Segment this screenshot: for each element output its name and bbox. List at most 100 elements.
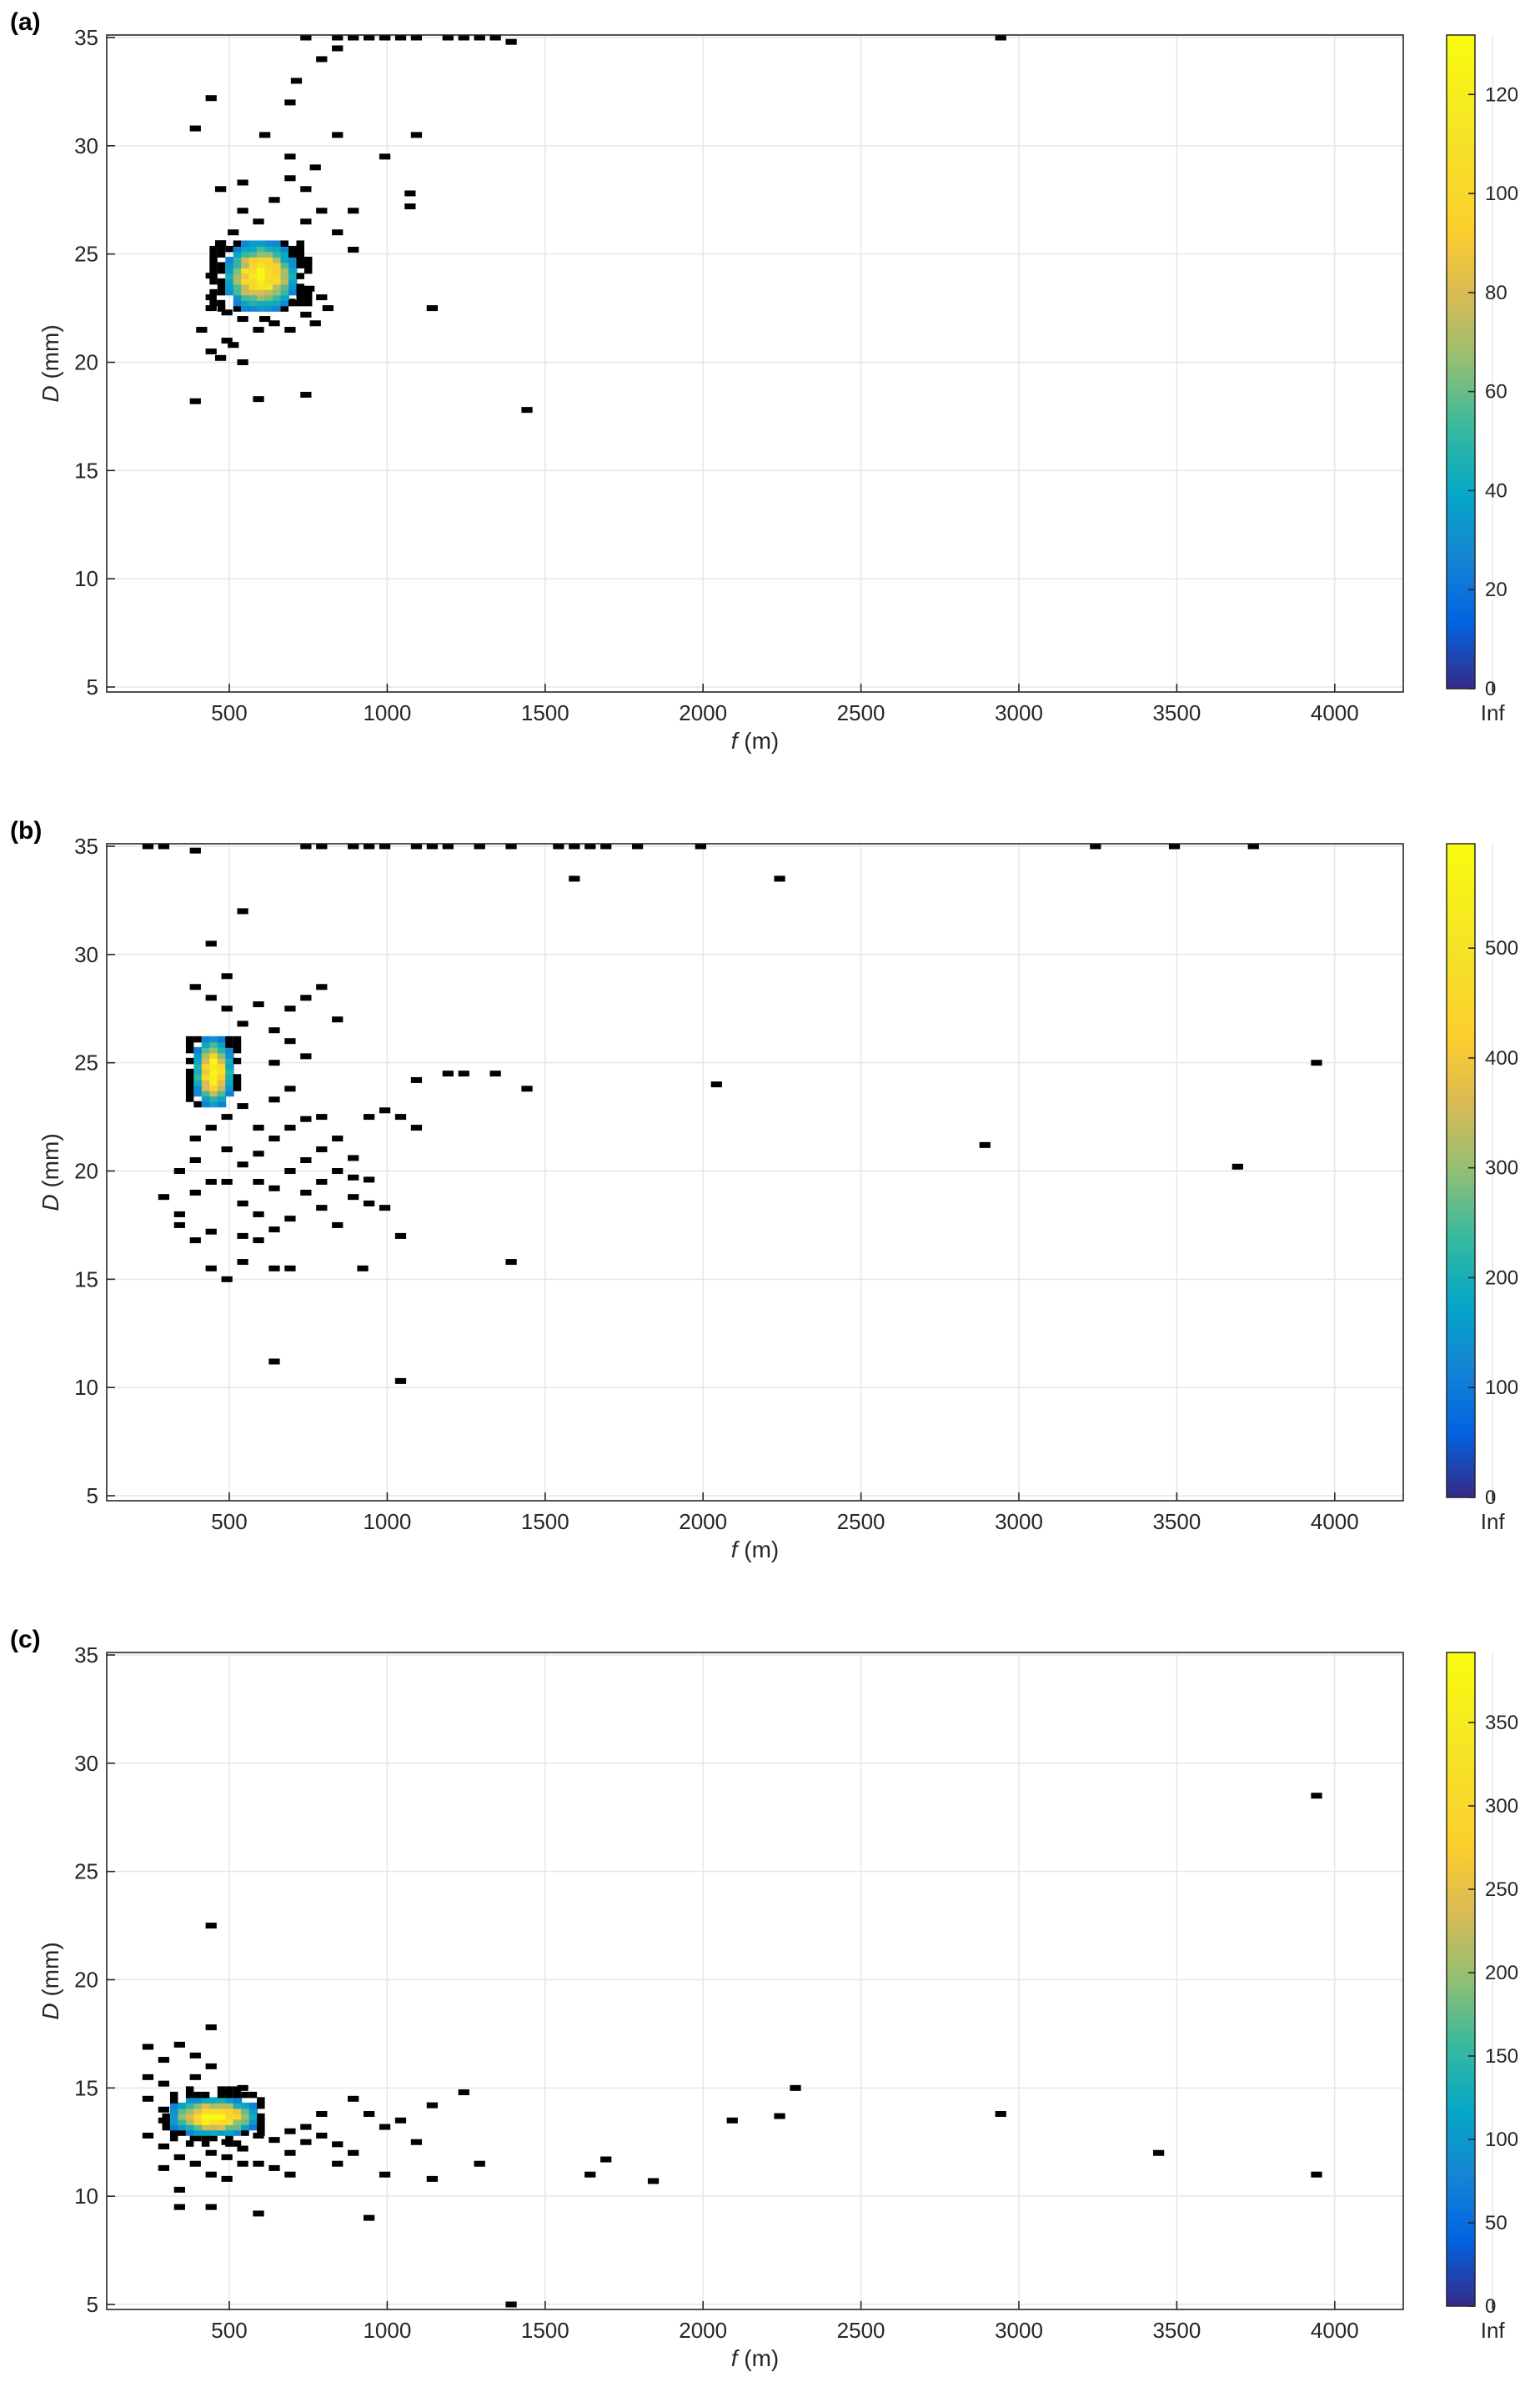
heatmap-cell-black <box>205 1923 217 1929</box>
heatmap-cell-black <box>521 407 533 414</box>
heatmap-cell <box>225 2124 234 2131</box>
heatmap-cell <box>201 1041 211 1048</box>
heatmap-cell-black <box>217 2091 226 2099</box>
heatmap-cell-black <box>205 1228 217 1235</box>
heatmap-cell-black <box>258 132 271 138</box>
heatmap-cell-black <box>1168 843 1181 850</box>
colorbar-tick-label: 100 <box>1485 1377 1518 1399</box>
heatmap-cell-black <box>241 2091 249 2099</box>
heatmap-cell-black <box>178 2129 186 2136</box>
heatmap-cell-black <box>309 320 321 327</box>
heatmap-cell <box>217 1090 227 1097</box>
heatmap-cell-black <box>316 294 328 301</box>
heatmap-cell-black <box>173 2204 185 2210</box>
heatmap-cell-black <box>322 305 334 312</box>
heatmap-cell-black <box>158 2143 170 2149</box>
heatmap-cell-black <box>185 1096 194 1102</box>
heatmap-cell-black <box>1311 1793 1322 1799</box>
heatmap-cell <box>241 240 250 247</box>
heatmap-cell <box>225 1046 234 1054</box>
heatmap-cell-black <box>300 843 312 850</box>
heatmap-cell <box>225 1085 234 1091</box>
heatmap-cell-black <box>303 267 313 274</box>
heatmap-cell <box>264 251 274 258</box>
y-axis: 5 10 15 20 25 30 35 <box>74 25 115 700</box>
heatmap-cell-black <box>348 246 359 253</box>
heatmap-cell-black <box>363 1176 375 1183</box>
heatmap-cell <box>225 2113 234 2120</box>
heatmap-cell-black <box>284 2171 296 2178</box>
heatmap-cell-black <box>790 2084 801 2091</box>
heatmap-cell <box>201 1074 211 1081</box>
heatmap-cell-black <box>253 1151 264 1157</box>
x-tick-label: 3500 <box>1152 700 1201 725</box>
heatmap-cell-black <box>379 1205 391 1211</box>
colorbar-tick-label: 40 <box>1485 479 1507 502</box>
heatmap-cell-black <box>173 2041 185 2048</box>
heatmap-cell-black <box>193 1101 202 1108</box>
heatmap-cell-black <box>284 2149 296 2156</box>
heatmap-cell-black <box>348 2149 359 2156</box>
x-tick-label: 3000 <box>995 1509 1043 1534</box>
colorbar-tick-label: 300 <box>1485 1157 1518 1180</box>
heatmap-cell-black <box>1090 843 1101 850</box>
x-tick-label: 2500 <box>837 700 885 725</box>
heatmap-cell-black <box>569 843 580 850</box>
heatmap-cell-black <box>233 2086 242 2093</box>
heatmap-cell-black <box>158 1194 170 1201</box>
x-tick-label: 1500 <box>521 1509 569 1534</box>
heatmap-cell-black <box>217 305 226 312</box>
heatmap-cell <box>225 1063 234 1070</box>
heatmap-cell-black <box>316 843 328 850</box>
panel-b: 500 1000 1500 2000 2500 3000 3500 4000 Inf510152… <box>10 817 1518 1562</box>
y-tick-label: 20 <box>74 350 98 375</box>
heatmap-cell <box>225 1090 234 1097</box>
colorbar-tick-label: 350 <box>1485 1712 1518 1734</box>
y-tick-label: 35 <box>74 834 98 859</box>
x-tick-label: 4000 <box>1311 1509 1359 1534</box>
heatmap-cell-black <box>284 2128 296 2134</box>
heatmap-cell-black <box>1231 1163 1243 1170</box>
heatmap-cell-black <box>162 2119 170 2125</box>
heatmap-cell-black <box>189 125 201 132</box>
heatmap-cell-black <box>189 984 201 990</box>
heatmap-cell <box>257 240 266 247</box>
heatmap-cell-black <box>280 305 289 312</box>
heatmap-cell-black <box>284 1168 296 1174</box>
heatmap-cell <box>185 2113 195 2120</box>
y-tick-label: 15 <box>74 1266 98 1291</box>
heatmap-cell <box>257 273 266 279</box>
x-axis-label-symbol: f <box>731 1537 740 1562</box>
heatmap-cell-black <box>268 1185 280 1191</box>
heatmap-cell <box>241 251 250 258</box>
heatmap-cell-black <box>209 288 218 296</box>
heatmap-cell <box>264 245 274 253</box>
heatmap-cell-black <box>257 2119 265 2125</box>
heatmap-cell <box>264 262 274 268</box>
heatmap-cell-black <box>209 299 218 307</box>
density-cells <box>162 2086 265 2147</box>
heatmap-cell <box>217 2124 227 2131</box>
heatmap-cell-black <box>217 278 226 285</box>
x-tick-label: 2500 <box>837 1509 885 1534</box>
heatmap-cell-black <box>332 1016 344 1023</box>
heatmap-cell-black <box>237 1259 248 1266</box>
heatmap-cell <box>257 283 266 290</box>
y-tick-label: 30 <box>74 1751 98 1776</box>
heatmap-cell-black <box>209 2134 218 2142</box>
heatmap-cell <box>217 1041 227 1048</box>
heatmap-cell <box>233 294 243 301</box>
x-tick-label: 500 <box>211 700 247 725</box>
heatmap-cell-black <box>316 1114 328 1121</box>
heatmap-cell <box>257 299 266 307</box>
heatmap-cell <box>273 273 282 279</box>
heatmap-cell-black <box>237 1020 248 1027</box>
heatmap-cell <box>273 267 282 274</box>
heatmap-cell <box>169 2102 179 2109</box>
heatmap-cell-black <box>296 262 304 268</box>
heatmap-cell-black <box>173 1211 185 1217</box>
heatmap-cell <box>288 288 298 296</box>
heatmap-cell-black <box>217 240 226 247</box>
heatmap-cell <box>225 2129 234 2136</box>
heatmap-cell <box>280 245 290 253</box>
